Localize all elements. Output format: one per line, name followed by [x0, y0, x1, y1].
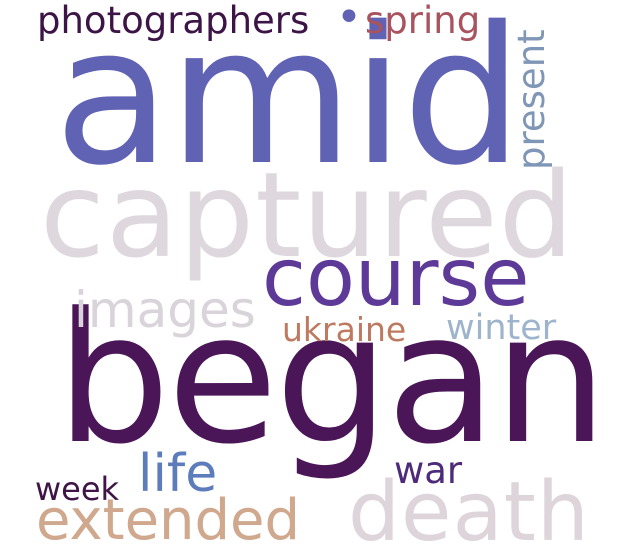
word-war: war [394, 449, 463, 492]
word-death: death [348, 465, 590, 560]
word-captured: captured [40, 146, 575, 284]
word-amid: amid [54, 0, 523, 207]
word-winter: winter [446, 308, 557, 348]
word-life: life [138, 444, 218, 504]
word-spring: spring [365, 0, 481, 42]
word-week: week [35, 470, 120, 508]
word-extended: extended [36, 488, 301, 553]
word-course: course [262, 231, 530, 324]
word-present: present [510, 29, 553, 170]
word-photographers: photographers [37, 0, 310, 42]
dot-mark: • [336, 0, 362, 43]
word-began: began [56, 275, 608, 484]
word-images: images [74, 281, 256, 339]
word-ukraine: ukraine [282, 310, 407, 349]
